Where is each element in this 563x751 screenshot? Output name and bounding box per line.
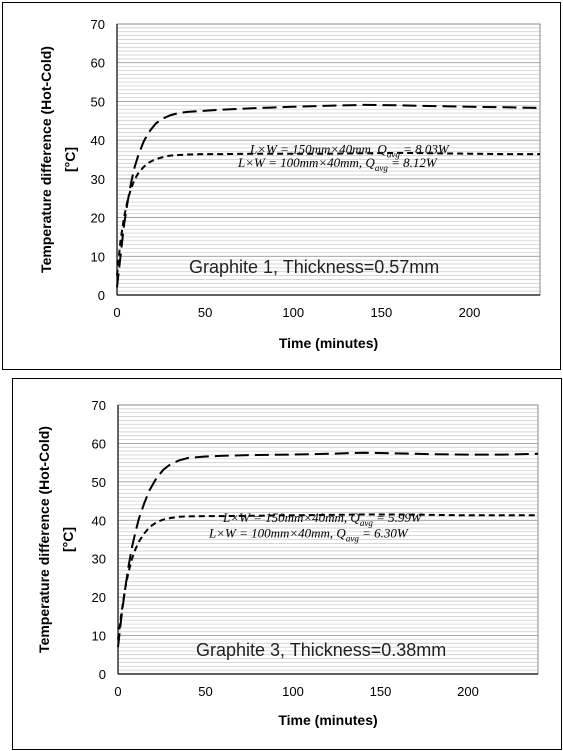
x-tick-label: 150 (371, 305, 393, 320)
series-label-value: = 6.30W (359, 526, 409, 541)
y-tick-label: 10 (92, 629, 106, 644)
x-tick-label: 100 (282, 684, 304, 699)
series-label-1: L×W = 150mm×40mm, Qavg = 8.03W (249, 142, 450, 160)
chart-panel-2: 0 10 20 30 40 50 60 70 0 50 100 150 200 Time (minutes… (12, 378, 562, 750)
chart-panel-1: 0 10 20 30 40 50 60 70 0 50 100 150 200 Time (minutes… (2, 2, 561, 370)
y-tick-label: 70 (91, 17, 105, 32)
series-label-value: = 8.03W (400, 142, 450, 157)
chart-graphite-3: 0 10 20 30 40 50 60 70 0 50 100 150 200 Time (minutes… (36, 398, 539, 728)
x-tick-label: 50 (198, 684, 212, 699)
y-tick-label: 50 (92, 475, 106, 490)
x-axis-title: Time (minutes) (279, 335, 378, 351)
series-label-value: = 8.12W (388, 155, 438, 170)
y-tick-label: 40 (92, 513, 106, 528)
y-tick-label: 0 (98, 288, 105, 303)
y-tick-label: 0 (99, 667, 106, 682)
y-tick-label: 10 (91, 249, 105, 264)
y-tick-label: 50 (91, 94, 105, 109)
series-label-main: L×W = 150mm×40mm, Q (222, 510, 360, 525)
y-tick-label: 40 (91, 133, 105, 148)
x-tick-label: 150 (370, 684, 392, 699)
y-tick-label: 70 (92, 398, 106, 413)
x-tick-label: 50 (198, 305, 212, 320)
y-tick-label: 20 (91, 211, 105, 226)
series-line-1 (116, 103, 541, 288)
y-tick-label: 60 (91, 56, 105, 71)
series-label-subscript: avg (375, 163, 388, 173)
chart-annotation: Graphite 1, Thickness=0.57mm (189, 257, 439, 277)
x-tick-label: 100 (282, 305, 304, 320)
series-line-2 (116, 151, 540, 276)
x-tick-label: 0 (114, 684, 121, 699)
series-label-main: L×W = 100mm×40mm, Q (208, 526, 346, 541)
series-label-main: L×W = 150mm×40mm, Q (249, 142, 387, 157)
x-tick-label: 200 (457, 684, 479, 699)
series-line-1 (117, 451, 539, 648)
series-label-value: = 5.99W (373, 510, 423, 525)
series-label-2: L×W = 100mm×40mm, Qavg = 8.12W (237, 155, 438, 173)
series-label-2: L×W = 100mm×40mm, Qavg = 6.30W (208, 526, 409, 544)
x-tick-label: 0 (113, 305, 120, 320)
y-tick-label: 60 (92, 436, 106, 451)
x-tick-label: 200 (459, 305, 481, 320)
series-label-subscript: avg (387, 150, 400, 160)
chart-graphite-1: 0 10 20 30 40 50 60 70 0 50 100 150 200 Time (minutes… (38, 17, 541, 351)
series-label-1: L×W = 150mm×40mm, Qavg = 5.99W (222, 510, 423, 528)
y-tick-label: 20 (92, 590, 106, 605)
y-tick-label: 30 (92, 552, 106, 567)
series-label-subscript: avg (346, 534, 359, 544)
y-axis-title-unit: [°C] (60, 527, 76, 552)
y-axis-title-unit: [°C] (62, 147, 78, 172)
series-line-2 (117, 513, 538, 640)
x-axis-title: Time (minutes) (278, 712, 377, 728)
series-label-subscript: avg (360, 518, 373, 528)
y-tick-label: 30 (91, 172, 105, 187)
chart-annotation: Graphite 3, Thickness=0.38mm (196, 640, 446, 660)
y-axis-title: Temperature difference (Hot-Cold) (38, 46, 54, 273)
series-label-main: L×W = 100mm×40mm, Q (237, 155, 375, 170)
y-axis-title: Temperature difference (Hot-Cold) (36, 426, 52, 653)
